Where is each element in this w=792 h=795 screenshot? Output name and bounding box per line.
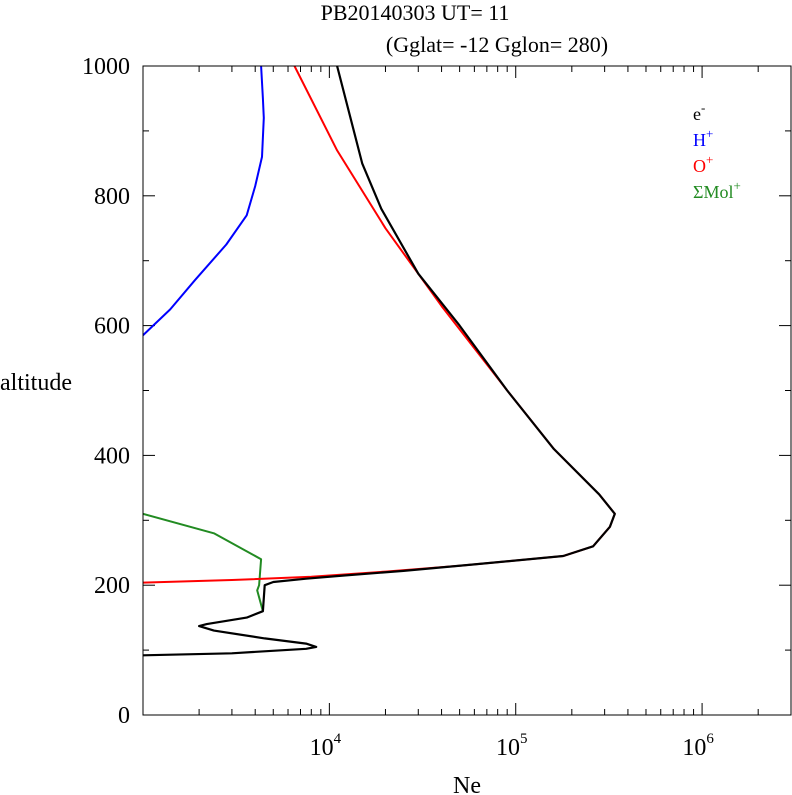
legend-label: ΣMol <box>693 182 733 202</box>
plot-frame <box>142 65 792 716</box>
x-tick-base: 10 <box>682 735 706 761</box>
chart-subtitle: (Gglat= -12 Gglon= 280) <box>386 32 608 57</box>
x-tick-exponent: 4 <box>334 731 342 747</box>
legend: e-H+O+ΣMol+ <box>693 100 741 202</box>
legend-label: O <box>693 156 706 176</box>
x-tick-label: 105 <box>496 731 528 761</box>
legend-superscript: + <box>706 126 713 141</box>
x-tick-exponent: 6 <box>706 731 714 747</box>
x-tick-base: 10 <box>496 735 520 761</box>
x-tick-exponent: 5 <box>520 731 528 747</box>
series-line-electron <box>143 66 616 657</box>
legend-superscript: + <box>706 152 713 167</box>
legend-entry: e- <box>693 100 705 124</box>
legend-entry: H+ <box>693 126 713 150</box>
series-group <box>143 66 616 657</box>
y-tick-label: 600 <box>94 314 130 340</box>
legend-superscript: - <box>701 100 705 115</box>
legend-superscript: + <box>733 178 740 193</box>
series-line-oxygen-ion <box>143 66 616 584</box>
x-tick-base: 10 <box>310 735 334 761</box>
series-line-molecular-ions <box>143 512 264 612</box>
legend-label: H <box>693 130 706 150</box>
y-tick-label: 1000 <box>82 54 130 80</box>
x-tick-label: 106 <box>682 731 714 761</box>
legend-entry: ΣMol+ <box>693 178 741 202</box>
x-tick-label: 104 <box>310 731 342 761</box>
legend-label: e <box>693 104 701 124</box>
chart-title: PB20140303 UT= 11 <box>321 0 510 25</box>
legend-entry: O+ <box>693 152 713 176</box>
y-tick-label: 200 <box>94 573 130 599</box>
y-tick-label: 400 <box>94 443 130 469</box>
series-line-hydrogen-ion <box>143 66 265 337</box>
y-tick-label: 0 <box>118 703 130 729</box>
x-axis-label: Ne <box>453 773 481 795</box>
y-axis-label: altitude <box>0 370 72 396</box>
y-tick-label: 800 <box>94 184 130 210</box>
